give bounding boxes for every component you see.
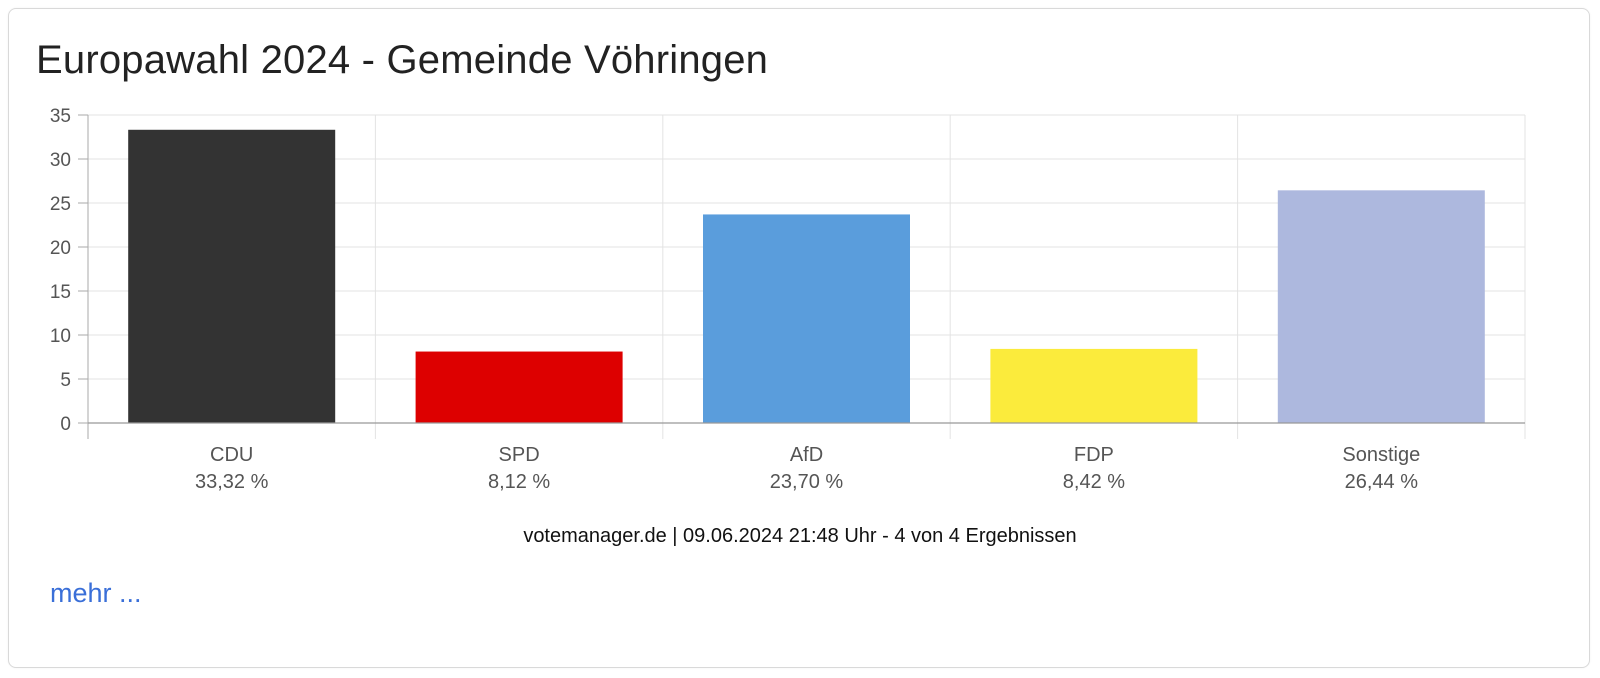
y-tick-label: 10 <box>50 326 71 347</box>
x-category-label: FDP <box>1074 444 1114 466</box>
source-line: votemanager.de | 09.06.2024 21:48 Uhr - … <box>523 525 1077 547</box>
bar-layer <box>128 129 1485 423</box>
x-value-label: 26,44 % <box>1345 471 1419 493</box>
x-category-label: CDU <box>210 444 253 466</box>
x-value-label: 8,12 % <box>488 471 550 493</box>
more-link[interactable]: mehr ... <box>50 578 142 608</box>
y-tick-label: 5 <box>60 370 71 391</box>
bar-cdu[interactable] <box>128 129 336 423</box>
bar-sonstige[interactable] <box>1277 190 1485 423</box>
y-tick-label: 25 <box>50 194 71 215</box>
bar-afd[interactable] <box>703 214 910 423</box>
x-category-label: Sonstige <box>1342 444 1420 466</box>
axis-layer <box>78 114 1525 424</box>
bar-chart: 0 5 10 15 20 25 30 35 CDU 33,32 % SPD 8,12 % AfD 23,7… <box>50 106 1526 493</box>
x-value-label: 33,32 % <box>195 471 269 493</box>
x-value-label: 23,70 % <box>770 471 844 493</box>
y-tick-label: 35 <box>50 106 71 127</box>
x-category-label: SPD <box>499 444 540 466</box>
y-tick-label: 20 <box>50 238 71 259</box>
chart-title: Europawahl 2024 - Gemeinde Vöhringen <box>36 38 769 82</box>
y-tick-label: 30 <box>50 150 71 171</box>
y-tick-label: 0 <box>60 414 71 435</box>
bar-spd[interactable] <box>415 351 623 423</box>
x-value-label: 8,42 % <box>1063 471 1125 493</box>
y-tick-label: 15 <box>50 282 71 303</box>
bar-fdp[interactable] <box>990 348 1198 423</box>
x-category-label: AfD <box>790 444 823 466</box>
label-layer: 0 5 10 15 20 25 30 35 CDU 33,32 % SPD 8,12 % AfD 23,7… <box>50 106 1420 493</box>
